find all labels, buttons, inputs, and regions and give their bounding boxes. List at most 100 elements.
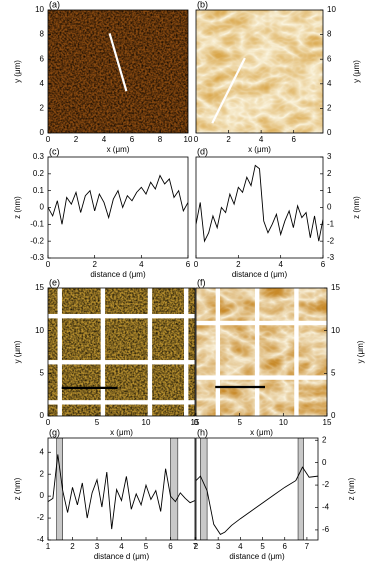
image-texture (196, 10, 323, 133)
x-tick-label: 10 (279, 418, 288, 427)
plot-area (196, 288, 327, 416)
y-tick-label: 10 (331, 326, 340, 335)
x-tick-label: 6 (283, 542, 288, 551)
y-tick-label: 10 (35, 326, 44, 335)
panel: 2 3 4 5 6 7 -6 -4 -2 0 2 distance d (μm) z (nm) (h) (194, 427, 356, 561)
frame (47, 9, 189, 134)
y-axis-label: z (nm) (13, 196, 22, 219)
x-tick-label: 5 (95, 418, 100, 427)
y-tick-label: 15 (331, 283, 340, 292)
frame (195, 287, 328, 417)
y-tick-label: -3 (327, 253, 335, 262)
shaded-band (200, 438, 208, 540)
x-axis-label: distance d (μm) (232, 270, 288, 279)
x-axis-label: distance d (μm) (90, 270, 146, 279)
shaded-band (170, 438, 179, 540)
y-tick-label: 0 (40, 411, 45, 420)
profile-line (108, 33, 128, 92)
y-tick-label: 2 (327, 169, 332, 178)
y-tick-label: 0 (327, 203, 332, 212)
y-tick-label: 0 (327, 128, 332, 137)
stripe (57, 288, 62, 416)
x-tick-label: 8 (158, 135, 163, 144)
x-tick-label: 6 (168, 542, 173, 551)
stripe (196, 320, 327, 326)
y-tick-label: 2 (322, 435, 327, 444)
y-tick-label: 0 (40, 128, 45, 137)
y-axis-label: z (nm) (347, 477, 356, 500)
frame (47, 156, 189, 259)
x-tick-label: 3 (95, 542, 100, 551)
x-tick-label: 2 (194, 542, 199, 551)
x-tick-label: 6 (321, 260, 326, 269)
image-texture (48, 10, 188, 133)
y-tick-label: 3 (327, 152, 332, 161)
y-tick-label: 15 (35, 283, 44, 292)
x-tick-label: 7 (193, 542, 198, 551)
x-tick-label: 4 (102, 135, 107, 144)
y-tick-label: 2 (327, 104, 332, 113)
x-tick-label: 0 (46, 260, 51, 269)
x-tick-label: 0 (194, 260, 199, 269)
panel-label: (g) (49, 427, 60, 437)
x-tick-label: 0 (194, 418, 199, 427)
y-tick-label: 0 (331, 411, 336, 420)
panel: 0 2 4 6 8 10 0 2 4 6 8 10 x (μm) y (μm) (a) (13, 0, 193, 154)
stripe (48, 360, 195, 365)
y-tick-label: 4 (40, 79, 45, 88)
y-axis-label: y (μm) (356, 340, 365, 363)
y-tick-label: 6 (327, 54, 332, 63)
x-tick-label: 4 (259, 135, 264, 144)
panel-label: (f) (197, 277, 206, 287)
panel: 0 2 4 6 -0.3 -0.2 -0.1 0 0.1 0.2 0.3 distance d (μm… (13, 146, 191, 279)
y-axis-label: y (μm) (13, 340, 22, 363)
frame (195, 437, 319, 541)
stripe (196, 375, 327, 380)
shaded-band (56, 438, 63, 540)
profile-line (211, 57, 246, 124)
panel-label: (a) (49, 0, 60, 9)
panel: 0 2 4 6 0 2 4 6 8 10 x (μm) y (μm) (b) (194, 0, 361, 154)
y-tick-label: 5 (40, 368, 45, 377)
x-tick-label: 5 (237, 418, 242, 427)
y-tick-label: -0.1 (30, 219, 44, 228)
x-tick-label: 7 (305, 542, 310, 551)
y-axis-label: y (μm) (13, 60, 22, 83)
x-axis-label: distance d (μm) (94, 552, 150, 561)
y-tick-label: 10 (327, 5, 336, 14)
y-tick-label: 0.1 (33, 186, 45, 195)
plot-area (48, 288, 195, 416)
profile (48, 454, 195, 530)
y-axis-label: y (μm) (352, 60, 361, 83)
x-tick-label: 1 (46, 542, 51, 551)
y-tick-label: -0.2 (30, 236, 44, 245)
frame (47, 287, 196, 417)
x-tick-label: 6 (291, 135, 296, 144)
plot-area (196, 438, 318, 540)
y-tick-label: 0 (40, 491, 45, 500)
x-tick-label: 2 (226, 135, 231, 144)
x-tick-label: 5 (260, 542, 265, 551)
y-tick-label: 10 (35, 5, 44, 14)
x-tick-label: 4 (139, 260, 144, 269)
x-tick-label: 2 (74, 135, 79, 144)
y-tick-label: 1 (327, 186, 332, 195)
image-texture (48, 288, 195, 416)
plot-area (196, 164, 323, 243)
x-axis-label: distance d (μm) (229, 552, 285, 561)
y-tick-label: 0.2 (33, 169, 45, 178)
panel-label: (h) (197, 427, 208, 437)
x-axis-label: x (μm) (110, 428, 133, 437)
y-tick-label: -0.3 (30, 253, 44, 262)
y-tick-label: -2 (327, 236, 335, 245)
x-axis-label: x (μm) (250, 428, 273, 437)
plot-area (48, 174, 188, 225)
y-tick-label: -4 (322, 503, 330, 512)
x-tick-label: 0 (46, 418, 51, 427)
x-tick-label: 2 (70, 542, 75, 551)
y-tick-label: 4 (40, 447, 45, 456)
